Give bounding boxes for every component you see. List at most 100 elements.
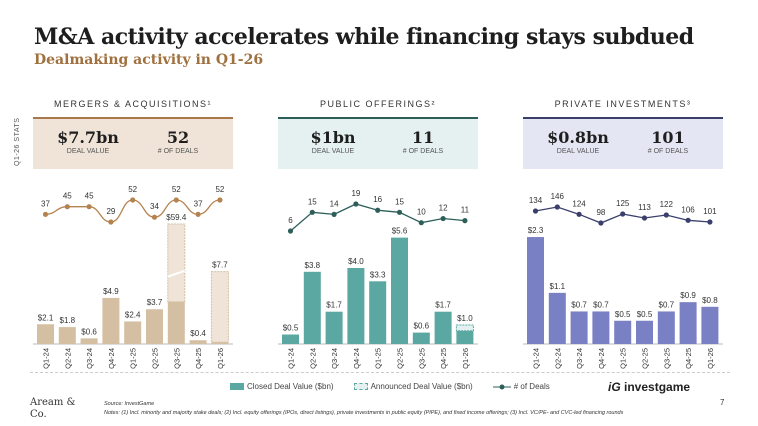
- bar-closed: [124, 321, 142, 344]
- deals-label: 113: [638, 203, 651, 212]
- bar-label: $1.7: [326, 301, 342, 310]
- deals-point: [396, 209, 403, 215]
- legend-closed: Closed Deal Value ($bn): [230, 382, 334, 391]
- bar-label: $5.6: [392, 227, 408, 236]
- bar-closed: [701, 306, 719, 344]
- x-tick-label: Q3-25: [417, 348, 426, 369]
- deals-label: 37: [194, 199, 203, 208]
- deals-point: [195, 211, 201, 217]
- bar-announced: [210, 271, 229, 343]
- x-tick-label: Q4-24: [352, 348, 361, 369]
- bar-label: $1.7: [435, 301, 451, 310]
- bar-label: $4.0: [348, 257, 364, 266]
- stats-box: $7.7bn DEAL VALUE 52 # OF DEALS: [33, 117, 233, 169]
- bar-closed: [102, 297, 120, 344]
- deals-point: [287, 228, 294, 234]
- deal-count-stat: 11 # OF DEALS: [402, 128, 444, 155]
- x-tick-label: Q4-25: [194, 348, 203, 369]
- bar-label: $0.7: [659, 300, 675, 309]
- bar-announced: [455, 324, 474, 332]
- deals-label: 19: [351, 189, 360, 198]
- bar-closed: [211, 342, 229, 344]
- deals-point: [663, 212, 669, 218]
- x-tick-label: Q1-24: [42, 348, 51, 369]
- deals-point: [598, 220, 604, 226]
- bar-closed: [189, 340, 207, 344]
- x-tick-label: Q4-24: [597, 348, 606, 369]
- deals-label: 37: [41, 199, 50, 208]
- bar-closed: [369, 281, 387, 344]
- deals-point: [86, 204, 92, 210]
- deals-label: 125: [616, 199, 630, 208]
- deals-point: [685, 217, 691, 223]
- x-tick-label: Q1-26: [461, 348, 470, 369]
- axis-break: [167, 269, 186, 278]
- bar-closed: [456, 330, 474, 344]
- investgame-logo: iG investgame: [608, 380, 691, 394]
- bar-label: $3.3: [370, 270, 386, 279]
- legend-announced: Announced Deal Value ($bn): [353, 382, 473, 391]
- page-number: 7: [720, 398, 725, 407]
- bar-closed: [412, 332, 430, 344]
- deals-label: 146: [551, 192, 565, 201]
- bar-label: $0.5: [615, 310, 631, 319]
- bar-label: $1.8: [60, 316, 76, 325]
- deals-point: [151, 214, 158, 220]
- deals-label: 10: [417, 208, 426, 217]
- bar-label: $0.5: [283, 324, 299, 333]
- x-tick-label: Q4-24: [107, 348, 116, 369]
- deals-label: 12: [439, 204, 448, 213]
- bar-closed: [303, 271, 321, 344]
- x-tick-label: Q3-24: [575, 348, 584, 369]
- panel-heading: MERGERS & ACQUISITIONS¹: [53, 99, 213, 109]
- bar-label: $0.7: [571, 300, 587, 309]
- x-tick-label: Q1-24: [532, 348, 541, 369]
- deals-point: [440, 215, 446, 222]
- bar-closed: [391, 237, 408, 344]
- divider: [30, 372, 730, 373]
- bar-closed: [679, 302, 697, 344]
- deals-point: [42, 211, 49, 217]
- deals-label: 124: [572, 199, 586, 208]
- chart-0: $2.1 Q1-24 $1.8 Q2-24 $0.6 Q3-24 $4.9 Q4-24 $2.4…: [33, 185, 233, 369]
- deal-value-stat: $7.7bn DEAL VALUE: [57, 128, 119, 155]
- bar-label: $2.1: [38, 313, 54, 322]
- deals-label: 134: [529, 196, 543, 205]
- x-tick-label: Q4-25: [684, 348, 693, 369]
- x-tick-label: Q3-25: [172, 348, 181, 369]
- source-notes: Source: InvestGame Notes: (1) Incl. minor…: [104, 401, 624, 416]
- deals-label: 45: [63, 192, 72, 201]
- deals-label: 52: [215, 185, 224, 194]
- deal-value-stat: $0.8bn DEAL VALUE: [547, 128, 609, 155]
- side-label: Q1-26 STATS: [14, 117, 21, 166]
- bar-closed: [527, 237, 544, 344]
- bar-label: $0.4: [190, 329, 206, 338]
- bar-announced: [167, 223, 186, 303]
- legend: Closed Deal Value ($bn) Announced Deal V…: [230, 382, 550, 391]
- bar-closed: [167, 301, 185, 344]
- x-tick-label: Q1-25: [129, 348, 138, 369]
- deals-point: [217, 197, 223, 203]
- x-tick-label: Q2-24: [63, 348, 72, 369]
- bar-label: $0.6: [414, 322, 430, 331]
- brand-logo: Aream & Co.: [30, 397, 76, 420]
- panel-heading: PRIVATE INVESTMENTS³: [554, 99, 692, 109]
- deals-point: [375, 207, 381, 213]
- deals-label: 34: [150, 202, 159, 211]
- x-tick-label: Q1-25: [374, 348, 383, 369]
- deals-point: [309, 209, 315, 215]
- deals-label: 11: [461, 206, 470, 215]
- deals-point: [108, 219, 114, 225]
- bar-closed: [80, 338, 98, 344]
- deals-label: 98: [596, 208, 605, 217]
- x-tick-label: Q3-24: [85, 348, 94, 369]
- bar-label: $1.1: [550, 282, 566, 291]
- bar-closed: [325, 311, 343, 344]
- bar-label: $1.0: [457, 314, 473, 323]
- deals-point: [576, 211, 582, 217]
- chart-1: $0.5 Q1-24 $3.8 Q2-24 $1.7 Q3-24 $4.0 Q4-24 $3.3…: [278, 189, 478, 369]
- deals-point: [620, 211, 626, 217]
- bar-label: $59.4: [166, 213, 187, 222]
- x-tick-label: Q3-25: [662, 348, 671, 369]
- deals-label: 14: [330, 199, 339, 208]
